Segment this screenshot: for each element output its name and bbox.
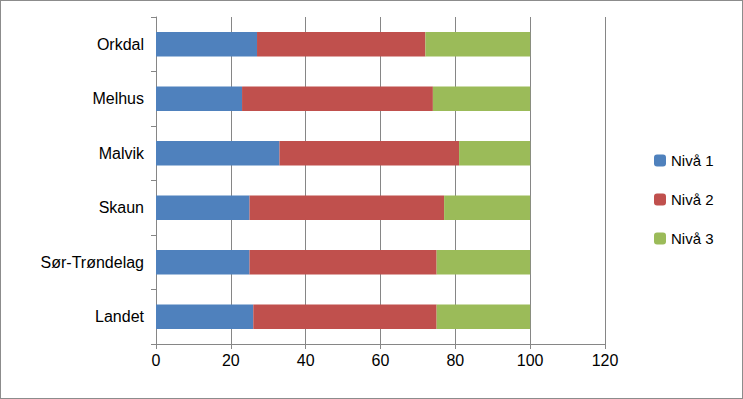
svg-text:Nivå 3: Nivå 3 — [671, 230, 714, 247]
svg-text:100: 100 — [517, 352, 544, 369]
svg-text:Melhus: Melhus — [92, 90, 144, 107]
svg-text:Landet: Landet — [95, 308, 144, 325]
svg-text:Skaun: Skaun — [99, 199, 144, 216]
svg-text:Malvik: Malvik — [99, 145, 145, 162]
svg-text:0: 0 — [152, 352, 161, 369]
svg-text:40: 40 — [297, 352, 315, 369]
svg-text:120: 120 — [592, 352, 619, 369]
svg-text:Sør-Trøndelag: Sør-Trøndelag — [41, 254, 144, 271]
svg-text:Orkdal: Orkdal — [97, 36, 144, 53]
svg-text:Nivå 2: Nivå 2 — [671, 191, 714, 208]
svg-text:20: 20 — [222, 352, 240, 369]
svg-text:60: 60 — [372, 352, 390, 369]
svg-text:80: 80 — [446, 352, 464, 369]
svg-text:Nivå 1: Nivå 1 — [671, 152, 714, 169]
